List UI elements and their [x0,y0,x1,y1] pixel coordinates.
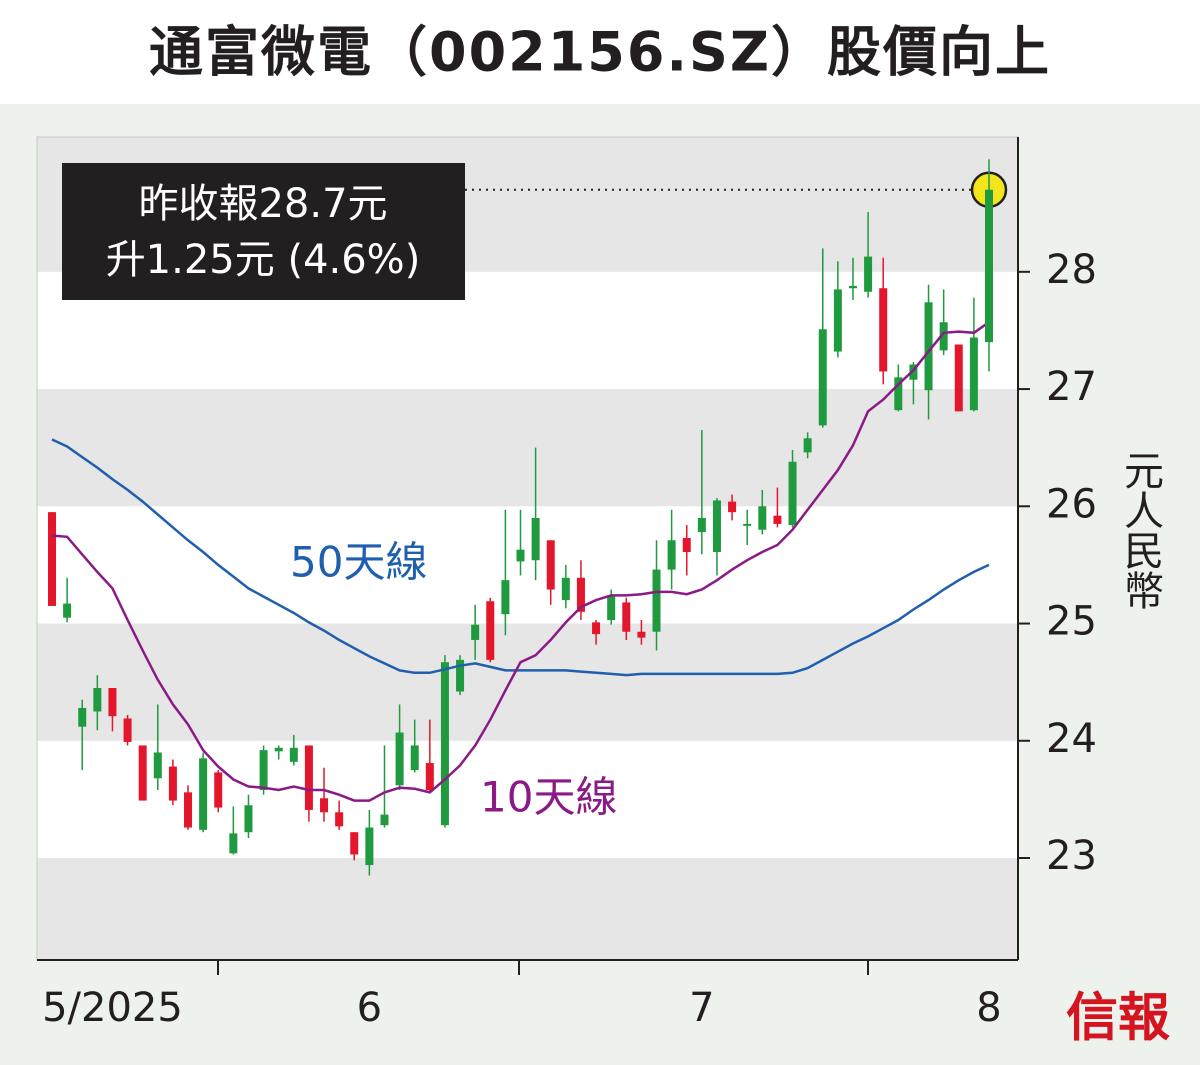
candle-body [425,763,434,791]
candle-body [199,758,208,830]
candle-body [304,745,313,810]
candle-body [184,792,193,828]
candle-body [985,189,993,343]
grid-band [37,389,1018,507]
candle-body [335,812,344,827]
candle-body [864,256,873,292]
candle-body [546,540,555,590]
candle-body [667,540,676,570]
candle-body [93,688,102,712]
y-tick-label: 27 [1046,364,1097,410]
y-axis-label: 元人民幣 [1117,450,1163,610]
candle-body [909,364,918,380]
candle-body [516,549,525,562]
x-tick-label: 6 [357,985,382,1031]
candle-body [350,832,359,855]
candle-body [456,659,465,692]
plot-area: 23 24 25 26 27 28 5/2025 6 7 8 50天線 10天線 昨收報28.7元升1.… [36,136,1097,1031]
candle-body [803,438,812,453]
grid-band [37,623,1018,741]
candle-body [63,603,72,618]
candle-body [440,662,449,826]
annotation-text: 昨收報28.7元 [138,181,387,227]
candle-body [471,624,480,640]
candle-body [637,631,646,638]
y-tick-label: 28 [1046,247,1097,293]
candle-body [682,537,691,553]
candle-body [712,500,721,553]
candle-body [788,461,797,526]
candle-body [395,732,404,786]
candle-body [501,580,510,615]
candle-body [168,766,177,801]
moving-average-line [51,321,990,802]
candle-body [320,798,329,813]
candle-body [138,745,147,801]
candle-body [833,289,842,352]
candle-body [894,377,903,411]
candle-body [969,337,978,411]
candle-body [486,601,495,660]
candle-body [380,814,389,826]
candle-body [954,344,963,412]
candle-body [561,577,570,601]
candle-body [697,518,706,533]
chart-title: 通富微電（002156.SZ）股價向上 [149,21,1051,84]
candle-body [365,827,374,866]
source-logo: 信報 [1066,988,1170,1049]
candle-body [743,523,752,526]
x-tick-label: 8 [976,985,1001,1031]
candle-body [123,718,132,742]
line-label: 50天線 [290,538,427,587]
candle-body [576,577,585,612]
candle-body [879,288,888,372]
candle-body [229,833,238,854]
candle-body [939,322,948,351]
y-tick-label: 24 [1046,716,1097,762]
line-label: 10天線 [480,773,617,822]
candle-body [153,752,162,779]
candle-body [214,772,223,808]
candle-body [924,302,933,391]
y-tick-label: 26 [1046,481,1097,527]
candle-body [274,747,283,752]
candle-body [259,750,268,791]
candle-body [410,745,419,771]
grid-band [37,858,1018,960]
x-tick-label: 7 [689,985,714,1031]
candle-body [773,515,782,524]
candle-body [48,512,56,606]
y-tick-label: 25 [1046,599,1097,645]
candle-body [607,595,616,621]
y-tick-label: 23 [1046,833,1097,879]
moving-average-line [51,438,990,677]
x-tick-label: 5/2025 [42,985,183,1031]
candle-body [592,622,601,635]
candle-body [728,501,737,513]
candle-body [758,506,767,530]
annotation-text: 升1.25元 (4.6%) [106,237,421,283]
candle-body [244,805,253,833]
candle-body [622,602,631,632]
candle-body [848,285,857,289]
candle-body [78,707,87,727]
candle-body [818,329,827,426]
annotation-box [62,163,465,300]
candle-body [289,747,298,762]
candle-body [652,569,661,632]
candle-body [531,518,540,561]
candle-body [108,688,117,717]
